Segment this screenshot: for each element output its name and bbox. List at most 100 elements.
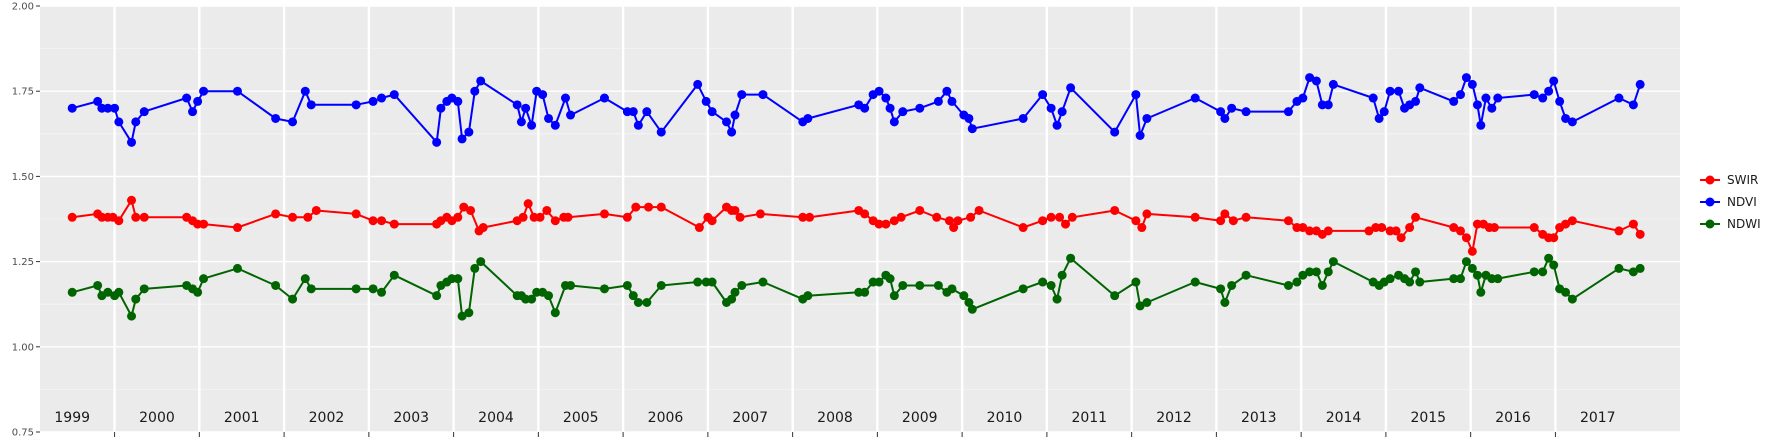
data-point-swir: [805, 212, 815, 222]
data-point-swir: [1216, 216, 1226, 226]
year-label: 2014: [1326, 410, 1362, 426]
data-point-ndvi: [701, 96, 711, 106]
data-point-swir: [944, 216, 954, 226]
data-point-ndwi: [193, 287, 203, 297]
data-point-ndvi: [881, 93, 891, 103]
data-point-ndwi: [1298, 270, 1308, 280]
data-point-ndvi: [1529, 90, 1539, 100]
data-point-swir: [953, 216, 963, 226]
data-point-ndvi: [368, 96, 378, 106]
data-point-ndwi: [1561, 287, 1571, 297]
data-point-swir: [1391, 226, 1401, 236]
data-point-swir: [1131, 216, 1141, 226]
data-point-swir: [860, 209, 870, 219]
data-point-ndwi: [1216, 284, 1226, 294]
data-point-swir: [368, 216, 378, 226]
data-point-ndvi: [1298, 93, 1308, 103]
data-point-swir: [755, 209, 765, 219]
data-point-ndwi: [271, 280, 281, 290]
data-point-ndwi: [1323, 267, 1333, 277]
data-point-ndvi: [1614, 93, 1624, 103]
legend-key-point: [1705, 175, 1715, 185]
data-point-ndvi: [885, 103, 895, 113]
data-point-ndvi: [1018, 113, 1028, 123]
data-point-ndwi: [1283, 280, 1293, 290]
data-point-ndwi: [1038, 277, 1048, 287]
data-point-ndvi: [1305, 73, 1315, 83]
data-point-ndwi: [1529, 267, 1539, 277]
data-point-ndwi: [633, 297, 643, 307]
data-point-ndvi: [193, 96, 203, 106]
data-point-ndwi: [470, 263, 480, 273]
data-point-swir: [1305, 226, 1315, 236]
data-point-swir: [644, 202, 654, 212]
data-point-ndvi: [93, 96, 103, 106]
data-point-ndwi: [860, 287, 870, 297]
data-point-ndwi: [199, 274, 209, 284]
data-point-ndvi: [1544, 86, 1554, 96]
data-point-ndwi: [1472, 270, 1482, 280]
data-point-ndwi: [457, 311, 467, 321]
data-point-ndvi: [633, 120, 643, 130]
data-point-ndwi: [1131, 277, 1141, 287]
data-point-swir: [523, 199, 533, 209]
data-point-ndvi: [1227, 103, 1237, 113]
data-point-swir: [466, 205, 476, 215]
data-point-ndwi: [707, 277, 717, 287]
data-point-swir: [1461, 233, 1471, 243]
data-point-ndvi: [199, 86, 209, 96]
data-point-swir: [288, 212, 298, 222]
data-point-ndvi: [964, 113, 974, 123]
year-label: 2009: [902, 410, 938, 426]
data-point-ndvi: [538, 90, 548, 100]
data-point-ndvi: [1131, 90, 1141, 100]
data-point-ndwi: [1411, 267, 1421, 277]
data-point-swir: [730, 205, 740, 215]
data-point-swir: [1137, 223, 1147, 233]
data-point-ndvi: [232, 86, 242, 96]
data-point-ndvi: [1461, 73, 1471, 83]
y-tick-label: 1.75: [12, 87, 34, 98]
data-point-ndvi: [1555, 96, 1565, 106]
data-point-ndvi: [1311, 76, 1321, 86]
data-point-swir: [707, 216, 717, 226]
data-point-ndvi: [306, 100, 316, 110]
data-point-ndwi: [1385, 274, 1395, 284]
data-point-swir: [656, 202, 666, 212]
data-point-ndvi: [457, 134, 467, 144]
data-point-swir: [1405, 223, 1415, 233]
data-point-ndwi: [1292, 277, 1302, 287]
data-point-ndvi: [1472, 100, 1482, 110]
y-tick-label: 2.00: [12, 2, 34, 13]
data-point-ndvi: [453, 96, 463, 106]
data-point-ndwi: [1227, 280, 1237, 290]
data-point-ndvi: [1549, 76, 1559, 86]
data-point-ndvi: [1241, 107, 1251, 117]
data-point-swir: [1220, 209, 1230, 219]
data-point-ndwi: [933, 280, 943, 290]
data-point-ndvi: [550, 120, 560, 130]
data-point-swir: [1061, 219, 1071, 229]
data-point-ndvi: [527, 120, 537, 130]
data-point-ndvi: [114, 117, 124, 127]
data-point-ndvi: [737, 90, 747, 100]
year-label: 2006: [648, 410, 684, 426]
data-point-ndwi: [1493, 274, 1503, 284]
data-point-ndvi: [656, 127, 666, 137]
data-point-ndvi: [182, 93, 192, 103]
data-point-ndvi: [67, 103, 77, 113]
data-point-ndwi: [628, 291, 638, 301]
data-point-swir: [389, 219, 399, 229]
data-point-swir: [889, 216, 899, 226]
year-label: 2017: [1580, 410, 1616, 426]
data-point-swir: [311, 205, 321, 215]
data-point-ndvi: [1476, 120, 1486, 130]
data-point-ndvi: [1628, 100, 1638, 110]
data-point-ndwi: [889, 291, 899, 301]
data-point-ndwi: [1549, 260, 1559, 270]
data-point-ndvi: [1110, 127, 1120, 137]
data-point-ndvi: [288, 117, 298, 127]
data-point-swir: [932, 212, 942, 222]
data-point-swir: [550, 216, 560, 226]
data-point-swir: [67, 212, 77, 222]
